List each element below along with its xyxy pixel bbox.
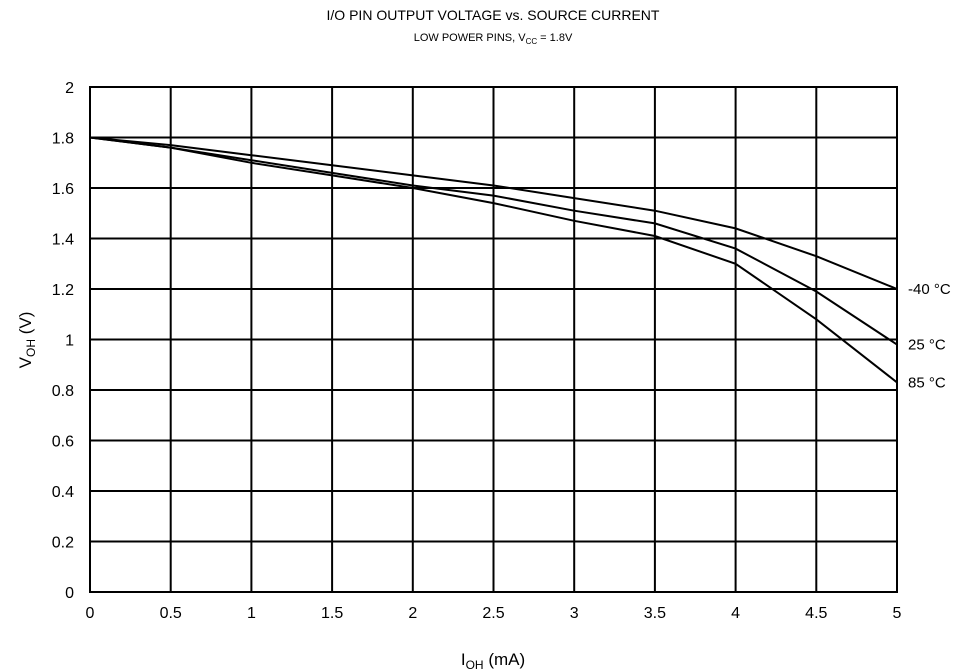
y-tick-label: 0.8 — [52, 383, 74, 400]
x-tick-label: 4.5 — [805, 605, 827, 622]
series-label: 25 °C — [908, 337, 946, 354]
y-tick-label: 0.6 — [52, 434, 74, 451]
x-tick-label: 4 — [731, 605, 740, 622]
x-tick-label: 5 — [893, 605, 902, 622]
y-tick-label: 1.2 — [52, 282, 74, 299]
x-tick-label: 3.5 — [644, 605, 666, 622]
y-tick-label: 1.8 — [52, 131, 74, 148]
series-label: 85 °C — [908, 374, 946, 391]
series-labels: -40 °C 25 °C 85 °C — [908, 281, 951, 391]
x-axis-label: IOH (mA) — [461, 650, 525, 672]
grid — [90, 87, 897, 592]
x-tick-label: 1 — [247, 605, 256, 622]
x-tick-label: 0.5 — [160, 605, 182, 622]
series-label: -40 °C — [908, 281, 951, 298]
x-tick-label: 2.5 — [482, 605, 504, 622]
chart-title: I/O PIN OUTPUT VOLTAGE vs. SOURCE CURREN… — [327, 7, 660, 23]
x-tick-label: 2 — [408, 605, 417, 622]
x-tick-labels: 0 0.5 1 1.5 2 2.5 3 3.5 4 4.5 5 — [86, 605, 902, 622]
x-tick-label: 1.5 — [321, 605, 343, 622]
y-tick-label: 1.6 — [52, 181, 74, 198]
y-axis-label: VOH (V) — [16, 312, 38, 369]
y-tick-label: 0.4 — [52, 484, 74, 501]
x-tick-label: 0 — [86, 605, 95, 622]
x-tick-label: 3 — [570, 605, 579, 622]
y-tick-label: 0 — [65, 585, 74, 602]
y-tick-label: 1 — [65, 333, 74, 350]
y-tick-label: 2 — [65, 80, 74, 97]
y-tick-label: 1.4 — [52, 232, 74, 249]
y-tick-label: 0.2 — [52, 535, 74, 552]
y-tick-labels: 0 0.2 0.4 0.6 0.8 1 1.2 1.4 1.6 1.8 2 — [52, 80, 74, 602]
chart-subtitle: LOW POWER PINS, VCC = 1.8V — [414, 32, 573, 46]
